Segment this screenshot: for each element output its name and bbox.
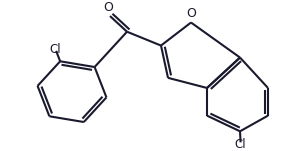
Text: Cl: Cl xyxy=(235,138,246,151)
Text: Cl: Cl xyxy=(50,43,61,56)
Text: O: O xyxy=(103,1,113,14)
Text: O: O xyxy=(186,7,196,20)
